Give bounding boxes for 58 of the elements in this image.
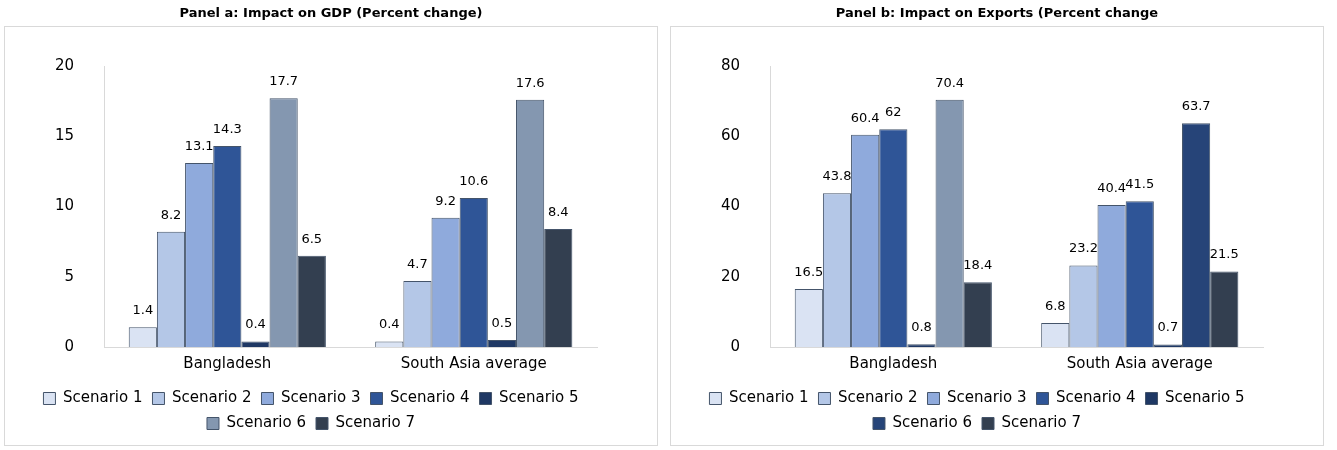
data-label: 8.4 — [547, 203, 569, 219]
legend-label: Scenario 3 — [280, 388, 361, 407]
x-tick-label: South Asia average — [1066, 353, 1213, 372]
legend-label: Scenario 7 — [335, 413, 416, 432]
data-label: 0.8 — [911, 319, 932, 335]
y-tick-label: 80 — [720, 55, 741, 74]
legend-label: Scenario 2 — [171, 388, 252, 407]
data-label: 1.4 — [132, 302, 154, 318]
legend-label: Scenario 5 — [499, 388, 579, 407]
y-tick-label: 60 — [720, 126, 741, 145]
legend-label: Scenario 1 — [62, 388, 143, 407]
data-label: 8.2 — [160, 206, 182, 222]
data-label: 4.7 — [407, 255, 428, 271]
y-tick-label: 20 — [720, 266, 741, 285]
legend-label: Scenario 1 — [728, 388, 809, 407]
chart-title: Panel a: Impact on GDP (Percent change) — [178, 4, 484, 22]
data-label: 40.4 — [1097, 179, 1127, 195]
data-label: 60.4 — [850, 109, 880, 125]
y-tick-label: 20 — [54, 55, 75, 74]
legend-label: Scenario 4 — [1056, 388, 1136, 407]
x-tick-label: Bangladesh — [183, 353, 272, 372]
data-label: 18.4 — [963, 257, 993, 273]
data-label: 0.7 — [1157, 319, 1179, 335]
data-label: 17.6 — [515, 74, 545, 90]
data-label: 63.7 — [1181, 98, 1211, 114]
data-label: 10.6 — [459, 172, 489, 188]
y-tick-label: 0 — [64, 336, 75, 355]
y-tick-label: 0 — [730, 336, 741, 355]
x-tick-label: South Asia average — [400, 353, 547, 372]
data-label: 14.3 — [212, 120, 242, 136]
data-label: 16.5 — [794, 263, 824, 279]
data-label: 23.2 — [1068, 240, 1098, 256]
data-label: 17.7 — [269, 73, 299, 89]
data-label: 43.8 — [822, 168, 852, 184]
data-label: 0.4 — [245, 316, 266, 332]
data-label: 13.1 — [184, 137, 214, 153]
data-label: 21.5 — [1209, 246, 1239, 262]
legend-label: Scenario 6 — [892, 413, 973, 432]
legend-label: Scenario 2 — [837, 388, 918, 407]
data-label: 6.5 — [301, 230, 323, 246]
legend-label: Scenario 4 — [390, 388, 470, 407]
x-tick-label: Bangladesh — [849, 353, 938, 372]
legend-label: Scenario 5 — [1165, 388, 1245, 407]
chart-title: Panel b: Impact on Exports (Percent change — [834, 4, 1160, 22]
data-label: 0.4 — [378, 316, 400, 332]
data-label: 0.5 — [491, 314, 513, 330]
data-label: 70.4 — [935, 74, 965, 90]
data-label: 6.8 — [1044, 297, 1066, 313]
legend-label: Scenario 6 — [226, 413, 307, 432]
data-label: 41.5 — [1125, 176, 1155, 192]
y-tick-label: 15 — [54, 126, 75, 145]
y-tick-label: 40 — [720, 196, 741, 215]
y-tick-label: 10 — [54, 196, 75, 215]
legend-label: Scenario 7 — [1001, 413, 1082, 432]
data-label: 62 — [885, 104, 902, 120]
y-tick-label: 5 — [64, 266, 75, 285]
data-label: 9.2 — [435, 192, 456, 208]
legend-label: Scenario 3 — [946, 388, 1027, 407]
